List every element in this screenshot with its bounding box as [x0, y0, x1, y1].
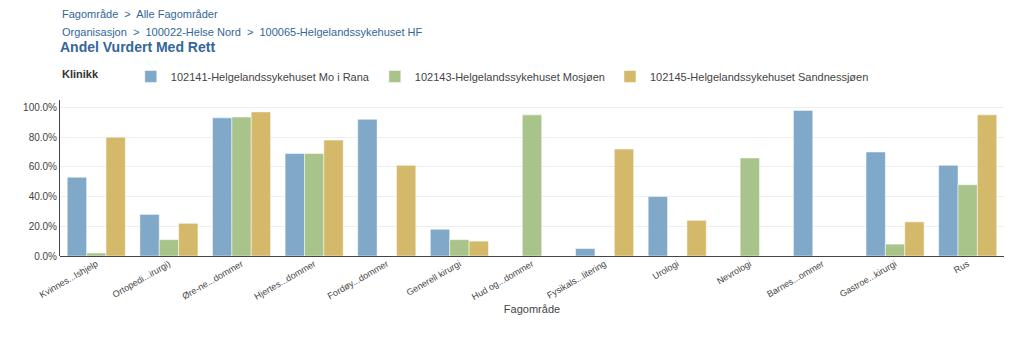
svg-text:Urologi: Urologi: [651, 258, 681, 281]
svg-text:Kvinnes...Ishjelp: Kvinnes...Ishjelp: [38, 258, 100, 299]
svg-text:102143-Helgelandssykehuset Mos: 102143-Helgelandssykehuset Mosjøen: [415, 71, 605, 83]
svg-text:Hjertes...dommer: Hjertes...dommer: [253, 258, 318, 301]
svg-text:Fagområde > Alle Fagområder: Fagområde > Alle Fagområder: [62, 8, 218, 20]
svg-text:60.0%: 60.0%: [29, 161, 57, 172]
svg-text:Øre-ne...dommer: Øre-ne...dommer: [180, 258, 244, 301]
svg-text:80.0%: 80.0%: [29, 132, 57, 143]
svg-text:20.0%: 20.0%: [29, 221, 57, 232]
svg-text:Gastroe...kirurgi: Gastroe...kirurgi: [838, 258, 898, 299]
svg-text:Klinikk: Klinikk: [62, 68, 99, 80]
svg-text:Fagområde: Fagområde: [504, 303, 560, 315]
svg-text:Rus: Rus: [952, 258, 971, 275]
svg-text:40.0%: 40.0%: [29, 191, 57, 202]
svg-text:Hud og...dommer: Hud og...dommer: [470, 258, 535, 301]
svg-text:100.0%: 100.0%: [23, 102, 57, 113]
svg-text:Ortopedi...irurgi): Ortopedi...irurgi): [111, 258, 172, 299]
svg-text:102145-Helgelandssykehuset San: 102145-Helgelandssykehuset Sandnessjøen: [650, 71, 868, 83]
svg-text:Fysikals...litering: Fysikals...litering: [545, 258, 608, 300]
svg-text:0.0%: 0.0%: [34, 251, 57, 262]
svg-text:Organisasjon > 100022-Helse: Organisasjon > 100022-Helse Nord > 10006…: [62, 26, 422, 38]
svg-text:Andel Vurdert Med Rett: Andel Vurdert Med Rett: [60, 39, 215, 55]
svg-text:Barnes...ommer: Barnes...ommer: [765, 258, 825, 299]
svg-text:Nevrologi: Nevrologi: [715, 258, 753, 286]
svg-text:Generell kirurgi: Generell kirurgi: [405, 258, 463, 297]
svg-text:Fordøy...dommer: Fordøy...dommer: [326, 258, 390, 301]
svg-text:102141-Helgelandssykehuset Mo: 102141-Helgelandssykehuset Mo i Rana: [171, 71, 370, 83]
